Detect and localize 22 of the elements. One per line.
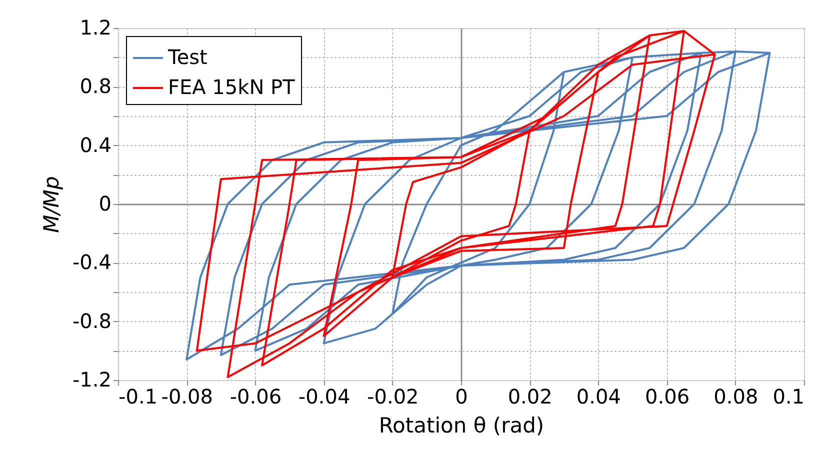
x-axis-title: Rotation θ (rad) (378, 414, 544, 438)
x-tick-label: -0.1 (118, 384, 158, 408)
y-axis-title: M/Mp (39, 176, 64, 233)
y-tick-label: -0.8 (72, 308, 112, 333)
x-tick-label: -0.08 (161, 384, 213, 408)
x-tick-label: -0.04 (298, 384, 350, 408)
y-tick-label: -1.2 (72, 368, 112, 392)
y-tick-label: -0.4 (72, 250, 112, 274)
x-tick-label: -0.02 (367, 384, 419, 408)
y-tick-label: 1.2 (80, 16, 112, 40)
legend-label: Test (167, 45, 208, 69)
x-tick-label: 0.08 (714, 384, 758, 408)
y-tick-label: 0 (98, 192, 112, 216)
x-tick-label: 0.1 (772, 384, 804, 408)
y-tick-label: 0.4 (80, 132, 112, 157)
legend-label: FEA 15kN PT (168, 75, 296, 99)
x-tick-label: 0 (455, 384, 468, 408)
x-tick-label: 0.04 (576, 384, 621, 408)
x-tick-label: 0.06 (645, 384, 690, 408)
y-tick-label: 0.8 (80, 74, 112, 98)
x-tick-label: -0.06 (230, 384, 282, 408)
x-tick-label: 0.02 (508, 384, 552, 408)
